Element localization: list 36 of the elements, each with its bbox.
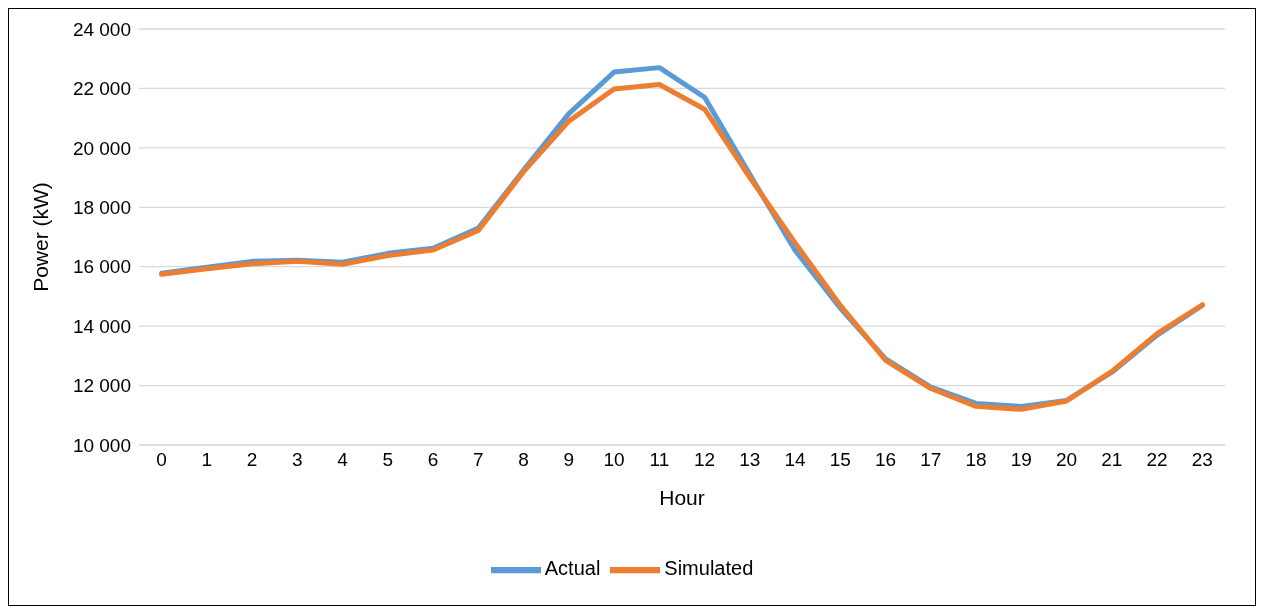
- x-tick-label: 14: [784, 449, 807, 471]
- x-tick-label: 9: [563, 449, 575, 471]
- x-tick-label: 6: [427, 449, 439, 471]
- y-axis-title: Power (kW): [29, 182, 53, 292]
- x-tick-label: 23: [1191, 449, 1213, 471]
- x-tick-label: 7: [473, 449, 484, 471]
- y-tick-label: 18 000: [72, 197, 131, 219]
- x-tick-label: 4: [337, 449, 349, 471]
- x-tick-label: 20: [1056, 449, 1078, 471]
- legend-label: Simulated: [664, 557, 754, 580]
- y-tick-label: 16 000: [72, 256, 131, 278]
- x-tick-label: 18: [965, 449, 987, 471]
- x-tick-label: 10: [603, 449, 625, 471]
- y-tick-label: 14 000: [72, 315, 131, 337]
- x-tick-label: 15: [829, 449, 851, 471]
- y-tick-label: 10 000: [72, 434, 131, 456]
- y-tick-label: 20 000: [72, 137, 131, 159]
- x-tick-label: 11: [649, 449, 670, 471]
- x-tick-label: 8: [518, 449, 529, 471]
- x-tick-label: 12: [694, 449, 716, 471]
- x-tick-label: 21: [1101, 449, 1123, 471]
- x-tick-label: 2: [246, 449, 258, 471]
- x-tick-label: 0: [156, 449, 167, 471]
- x-tick-label: 17: [920, 449, 942, 471]
- x-axis-title: Hour: [659, 486, 705, 509]
- y-tick-label: 22 000: [72, 78, 131, 100]
- x-tick-label: 16: [875, 449, 897, 471]
- x-tick-label: 3: [292, 449, 303, 471]
- y-tick-label: 24 000: [72, 18, 131, 40]
- y-tick-label: 12 000: [72, 375, 131, 397]
- x-tick-label: 19: [1010, 449, 1032, 471]
- x-tick-label: 22: [1146, 449, 1168, 471]
- legend-label: Actual: [544, 557, 601, 580]
- x-tick-label: 5: [382, 449, 394, 471]
- x-tick-label: 1: [201, 449, 213, 471]
- x-tick-label: 13: [739, 449, 761, 471]
